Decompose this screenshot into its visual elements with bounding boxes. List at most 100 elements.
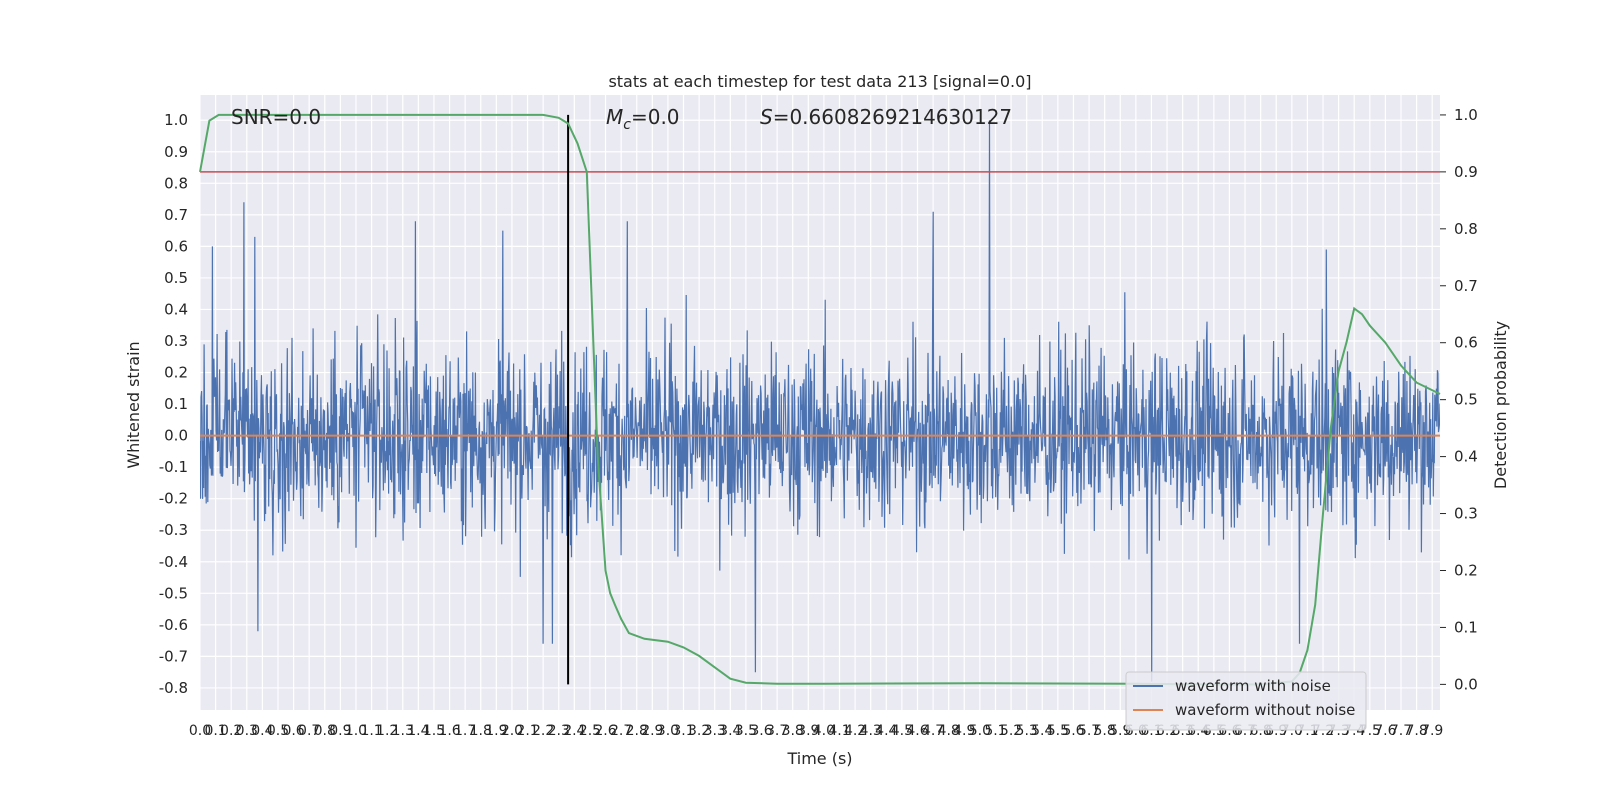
y-tick-label-left: -0.7 (159, 647, 188, 665)
x-tick-label: 1.6 (438, 723, 460, 739)
x-tick-label: 5.6 (1062, 723, 1084, 739)
x-tick-label: 4.2 (844, 723, 866, 739)
x-tick-label: 2.8 (626, 723, 648, 739)
x-tick-label: 0.1 (204, 723, 226, 739)
mc-symbol: M (606, 105, 623, 129)
mc-annotation: Mc=0.0 (606, 105, 680, 133)
x-tick-label: 7.7 (1390, 723, 1412, 739)
x-tick-label: 1.7 (454, 723, 476, 739)
x-tick-label: 7.8 (1405, 723, 1427, 739)
y-axis-right-ticks: 0.0 0.1 0.2 0.3 0.4 0.5 0.6 0.7 0.8 0.9 1.0 (1440, 106, 1478, 693)
legend: waveform with noise waveform without noi… (1125, 671, 1367, 731)
y-tick-label-left: -0.5 (159, 584, 188, 602)
x-tick-label: 4.3 (860, 723, 882, 739)
x-tick-label: 4.8 (938, 723, 960, 739)
x-tick-label: 4.5 (891, 723, 913, 739)
y-tick-label-right: 0.8 (1454, 220, 1478, 238)
y-tick-label-right: 0.5 (1454, 391, 1478, 409)
x-tick-label: 2.3 (548, 723, 570, 739)
x-tick-label: 2.9 (641, 723, 663, 739)
x-tick-label: 3.4 (719, 723, 741, 739)
waveform-with-noise-line (200, 120, 1440, 682)
y-tick-label-left: -0.2 (159, 490, 188, 508)
x-tick-label: 3.0 (657, 723, 679, 739)
chart-title: stats at each timestep for test data 213… (608, 72, 1031, 91)
legend-label-waveform-with-noise: waveform with noise (1175, 677, 1331, 695)
x-tick-label: 1.3 (392, 723, 414, 739)
waveform-with-noise (200, 120, 1440, 682)
legend-label-waveform-without-noise: waveform without noise (1175, 701, 1355, 719)
y-axis-label-left: Whitened strain (124, 341, 143, 468)
y-tick-label-left: 0.9 (164, 143, 188, 161)
y-tick-label-left: 0.2 (164, 364, 188, 382)
x-tick-label: 5.0 (969, 723, 991, 739)
x-tick-label: 5.8 (1094, 723, 1116, 739)
y-tick-label-right: 0.3 (1454, 505, 1478, 523)
x-tick-label: 2.1 (516, 723, 538, 739)
y-tick-label-left: -0.8 (159, 679, 188, 697)
y-tick-label-left: 0.4 (164, 300, 188, 318)
x-tick-label: 0.0 (189, 723, 211, 739)
x-tick-label: 5.4 (1031, 723, 1053, 739)
x-tick-label: 1.0 (345, 723, 367, 739)
y-tick-label-left: 0.1 (164, 395, 188, 413)
x-tick-label: 3.1 (672, 723, 694, 739)
x-tick-label: 0.6 (282, 723, 304, 739)
y-tick-label-right: 0.6 (1454, 334, 1478, 352)
x-tick-label: 0.8 (314, 723, 336, 739)
x-tick-label: 0.5 (267, 723, 289, 739)
y-axis-label-right: Detection probability (1491, 321, 1510, 489)
x-tick-label: 3.5 (735, 723, 757, 739)
x-tick-label: 3.3 (704, 723, 726, 739)
y-tick-label-right: 0.7 (1454, 277, 1478, 295)
x-tick-label: 1.5 (423, 723, 445, 739)
x-axis-label: Time (s) (786, 749, 852, 768)
y-tick-label-right: 0.0 (1454, 675, 1478, 693)
x-tick-label: 3.2 (688, 723, 710, 739)
y-tick-label-right: 0.1 (1454, 618, 1478, 636)
x-tick-label: 2.0 (501, 723, 523, 739)
x-tick-label: 3.8 (782, 723, 804, 739)
x-tick-label: 2.7 (610, 723, 632, 739)
x-tick-label: 3.9 (797, 723, 819, 739)
y-tick-label-right: 0.9 (1454, 163, 1478, 181)
x-tick-label: 0.3 (236, 723, 258, 739)
x-tick-label: 2.5 (579, 723, 601, 739)
x-tick-label: 0.2 (220, 723, 242, 739)
x-tick-label: 2.4 (563, 723, 585, 739)
y-tick-label-left: 0.8 (164, 174, 188, 192)
y-tick-label-left: -0.3 (159, 521, 188, 539)
x-tick-label: 7.9 (1421, 723, 1443, 739)
legend-box (1125, 671, 1367, 731)
x-tick-label: 4.6 (906, 723, 928, 739)
x-tick-label: 1.9 (485, 723, 507, 739)
x-tick-label: 5.1 (984, 723, 1006, 739)
s-annotation: S=0.6608269214630127 (760, 105, 1012, 129)
x-tick-label: 5.7 (1078, 723, 1100, 739)
s-value: =0.6608269214630127 (773, 105, 1012, 129)
y-tick-label-right: 0.2 (1454, 561, 1478, 579)
x-tick-label: 0.9 (329, 723, 351, 739)
x-tick-label: 1.4 (407, 723, 429, 739)
x-tick-label: 3.6 (750, 723, 772, 739)
x-tick-label: 1.1 (360, 723, 382, 739)
x-tick-label: 4.4 (875, 723, 897, 739)
y-tick-label-left: 0.3 (164, 332, 188, 350)
x-tick-label: 5.2 (1000, 723, 1022, 739)
y-axis-left-ticks: -0.8 -0.7 -0.6 -0.5 -0.4 -0.3 -0.2 -0.1 0.0 0.1 0.… (159, 111, 188, 697)
x-tick-label: 5.5 (1047, 723, 1069, 739)
x-tick-label: 0.4 (251, 723, 273, 739)
x-tick-label: 4.1 (828, 723, 850, 739)
mc-subscript: c (623, 117, 631, 133)
mc-value: =0.0 (631, 105, 680, 129)
y-tick-label-right: 1.0 (1454, 106, 1478, 124)
y-tick-label-left: 1.0 (164, 111, 188, 129)
x-tick-label: 2.6 (594, 723, 616, 739)
snr-annotation: SNR=0.0 (231, 105, 321, 129)
y-tick-label-left: 0.5 (164, 269, 188, 287)
x-tick-label: 4.7 (922, 723, 944, 739)
x-tick-label: 0.7 (298, 723, 320, 739)
y-tick-label-right: 0.4 (1454, 448, 1478, 466)
